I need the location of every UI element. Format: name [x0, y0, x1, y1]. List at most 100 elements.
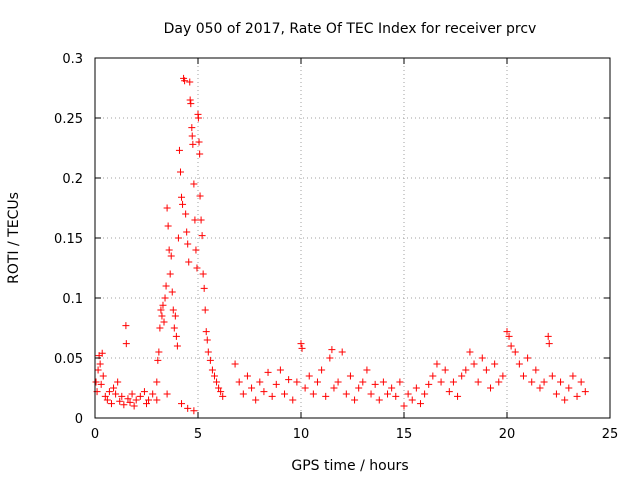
data-point — [441, 366, 449, 374]
data-point — [153, 396, 161, 404]
data-point — [318, 366, 326, 374]
data-point — [184, 404, 192, 412]
data-point — [183, 228, 191, 236]
data-point — [188, 124, 196, 132]
data-point — [168, 288, 176, 296]
data-point — [200, 284, 208, 292]
data-point — [545, 340, 553, 348]
data-point — [449, 378, 457, 386]
data-point — [178, 400, 186, 408]
data-point — [276, 366, 284, 374]
y-tick-label: 0 — [75, 412, 83, 427]
data-point — [126, 398, 134, 406]
data-point — [252, 396, 260, 404]
data-point — [256, 378, 264, 386]
y-tick-label: 0.25 — [54, 112, 83, 127]
data-point — [193, 264, 201, 272]
y-tick-label: 0.1 — [62, 292, 83, 307]
data-point — [416, 400, 424, 408]
x-tick-label: 10 — [293, 427, 310, 442]
data-point — [326, 354, 334, 362]
data-point — [105, 388, 113, 396]
data-point — [202, 328, 210, 336]
data-point — [175, 146, 183, 154]
chart-title: Day 050 of 2017, Rate Of TEC Index for r… — [164, 21, 537, 37]
data-point — [342, 390, 350, 398]
data-point — [201, 306, 209, 314]
data-point — [359, 378, 367, 386]
data-point — [421, 390, 429, 398]
data-point — [363, 366, 371, 374]
data-point — [206, 356, 214, 364]
data-point — [355, 384, 363, 392]
data-point — [536, 384, 544, 392]
data-point — [466, 348, 474, 356]
data-point — [528, 378, 536, 386]
data-point — [107, 400, 115, 408]
data-point — [305, 372, 313, 380]
y-tick-label: 0.3 — [62, 52, 83, 67]
data-point — [122, 322, 130, 330]
data-point — [388, 384, 396, 392]
data-point — [491, 360, 499, 368]
data-point — [231, 360, 239, 368]
data-point — [172, 332, 180, 340]
data-point — [458, 372, 466, 380]
data-point — [235, 378, 243, 386]
data-point — [404, 390, 412, 398]
data-point — [122, 340, 130, 348]
data-point — [174, 234, 182, 242]
data-point — [118, 392, 126, 400]
data-point — [128, 390, 136, 398]
data-point — [470, 360, 478, 368]
data-point — [160, 318, 168, 326]
data-point — [191, 216, 199, 224]
data-point — [309, 390, 317, 398]
data-point — [293, 378, 301, 386]
data-point — [173, 342, 181, 350]
data-point — [120, 401, 128, 409]
data-point — [503, 328, 511, 336]
data-point — [97, 380, 105, 388]
data-point — [186, 96, 194, 104]
data-point — [433, 360, 441, 368]
data-point — [351, 396, 359, 404]
data-point — [565, 384, 573, 392]
data-point — [140, 388, 148, 396]
data-point — [163, 390, 171, 398]
data-point — [98, 349, 106, 357]
x-axis-label: GPS time / hours — [291, 458, 408, 474]
data-point — [197, 216, 205, 224]
data-point — [462, 366, 470, 374]
data-point — [540, 378, 548, 386]
data-point — [92, 378, 100, 386]
plot-frame — [94, 57, 611, 419]
data-point — [215, 384, 223, 392]
data-point — [507, 342, 515, 350]
data-point — [289, 396, 297, 404]
data-point — [159, 301, 167, 309]
data-point — [487, 384, 495, 392]
data-point — [170, 324, 178, 332]
data-point — [499, 372, 507, 380]
data-point — [194, 114, 202, 122]
data-point — [167, 252, 175, 260]
data-point — [112, 390, 120, 398]
data-point — [557, 378, 565, 386]
data-point — [264, 368, 272, 376]
data-point — [379, 378, 387, 386]
data-point — [548, 372, 556, 380]
data-point — [186, 78, 194, 86]
data-point — [101, 392, 109, 400]
x-tick-label: 5 — [194, 427, 202, 442]
data-point — [272, 380, 280, 388]
data-point — [156, 324, 164, 332]
data-point — [190, 407, 198, 415]
data-point — [392, 392, 400, 400]
data-point — [375, 396, 383, 404]
x-tick-label: 25 — [602, 427, 619, 442]
data-point — [519, 372, 527, 380]
data-point — [569, 372, 577, 380]
data-point — [524, 354, 532, 362]
